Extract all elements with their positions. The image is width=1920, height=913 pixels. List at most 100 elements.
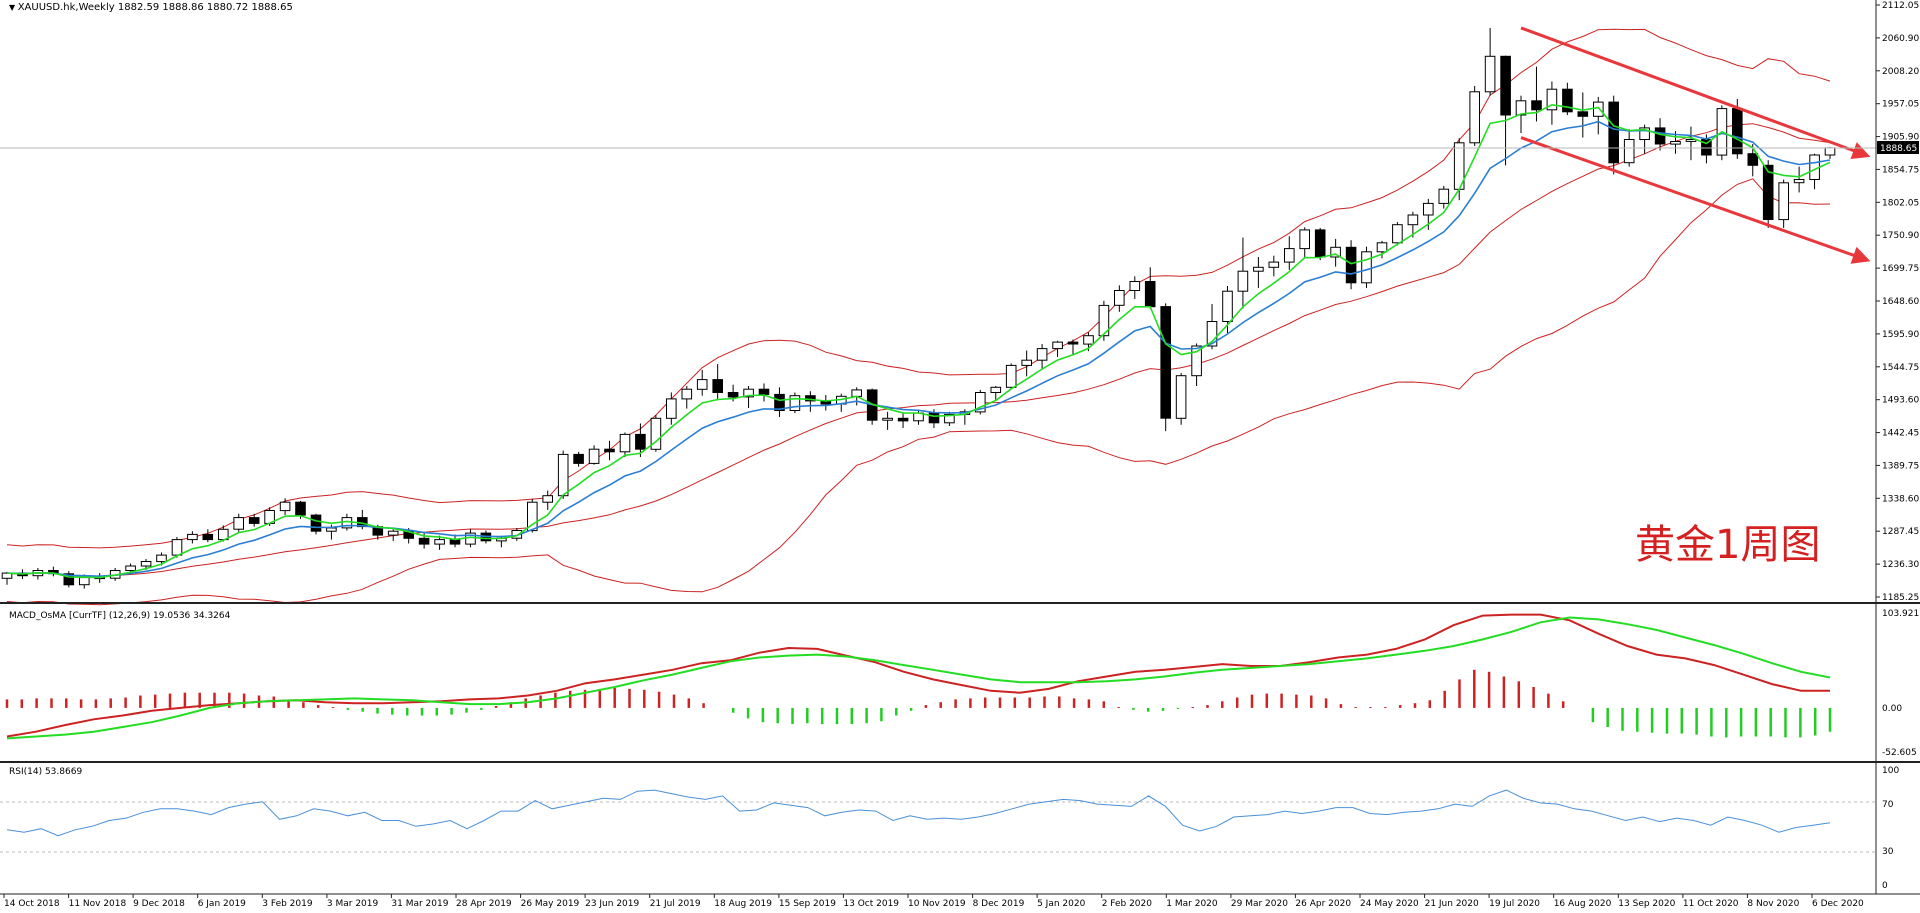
candle [1175, 373, 1187, 425]
bollinger-lower [6, 178, 1831, 606]
candle-body [1144, 281, 1156, 308]
candle [696, 369, 708, 396]
candle [1361, 246, 1372, 288]
candle [1593, 96, 1604, 135]
candle-body [1160, 306, 1172, 419]
rsi-line [6, 789, 1831, 837]
candle-body [326, 527, 337, 532]
rsi-tick-label: 30 [1882, 847, 1894, 857]
candle-body [1222, 290, 1233, 323]
candle [63, 571, 75, 588]
price-tick-label: 1287.45 [1882, 527, 1919, 537]
price-tick-label: 1493.60 [1882, 396, 1919, 406]
price-tick-label: 1338.60 [1882, 494, 1919, 504]
time-tick-label: 29 Mar 2020 [1231, 899, 1288, 909]
candle-body [248, 517, 260, 524]
candle-body [1577, 111, 1589, 117]
rsi-tick-label: 70 [1882, 800, 1894, 810]
candle-body [1284, 248, 1295, 263]
candle [681, 386, 693, 409]
candle-body [449, 539, 461, 545]
candle-body [1021, 359, 1033, 366]
candle [1608, 95, 1620, 175]
rsi-label: RSI(14) 53.8669 [9, 767, 82, 777]
candle-body [1546, 88, 1558, 111]
price-tick-label: 1389.75 [1882, 461, 1919, 471]
candle [1345, 240, 1357, 290]
candle-body [557, 453, 569, 497]
candle-body [1623, 139, 1635, 164]
price-tick-label: 1185.25 [1882, 593, 1919, 603]
macd-main-line [6, 613, 1830, 738]
macd-tick-label: -52.605 [1882, 748, 1917, 758]
candle-body [233, 517, 244, 530]
price-tick-label: 1802.05 [1882, 198, 1919, 208]
time-tick-label: 3 Mar 2019 [327, 899, 379, 909]
candle-body [1778, 182, 1790, 221]
candle [527, 498, 538, 533]
price-tick-label: 1544.75 [1882, 363, 1919, 373]
candle-body [79, 577, 90, 586]
price-tick-label: 1905.90 [1882, 133, 1919, 143]
candle [666, 392, 677, 425]
candle-body [1407, 214, 1419, 226]
candle-body [295, 501, 306, 516]
candle-body [743, 388, 754, 398]
time-tick-label: 1 Mar 2020 [1166, 899, 1218, 909]
time-tick-label: 15 Sep 2019 [779, 899, 836, 909]
macd-signal-line [6, 616, 1831, 740]
candle [619, 432, 631, 457]
time-tick-label: 21 Jun 2020 [1425, 899, 1479, 909]
time-tick-label: 11 Oct 2020 [1683, 899, 1739, 909]
candle-body [1206, 321, 1218, 347]
candle-body [202, 533, 214, 541]
last-price-value: 1888.65 [1880, 144, 1917, 154]
candle-body [1345, 246, 1357, 284]
candle-body [1793, 179, 1805, 184]
time-tick-label: 26 May 2019 [521, 899, 580, 909]
candle [743, 386, 754, 408]
candle-body [1608, 101, 1620, 164]
candle [1407, 211, 1419, 238]
time-tick-label: 10 Nov 2019 [908, 899, 966, 909]
candle-body [1299, 229, 1311, 250]
candle-body [1593, 101, 1604, 117]
macd-label: MACD_OsMA [CurrTF] (12,26,9) 19.0536 34.… [9, 611, 231, 621]
candle-body [156, 554, 167, 563]
price-tick-label: 1236.30 [1882, 560, 1919, 570]
candle [1747, 144, 1759, 177]
candle-body [727, 392, 739, 398]
candle-body [1330, 246, 1341, 258]
candle [1314, 227, 1326, 261]
bollinger-middle [6, 123, 1831, 577]
candle [233, 513, 244, 532]
candle [1191, 343, 1202, 387]
candle-body [774, 393, 785, 411]
rsi-tick-label: 0 [1882, 881, 1888, 891]
candle-body [1423, 202, 1434, 216]
candle [944, 411, 955, 427]
candle-body [1732, 108, 1743, 155]
price-tick-label: 1957.05 [1882, 100, 1919, 110]
candle [1284, 236, 1295, 270]
rsi-series-line [6, 789, 1831, 837]
candle-body [1762, 164, 1774, 221]
candle-body [1747, 153, 1759, 166]
candle [712, 364, 724, 401]
last-price-marker: 1888.65 [1877, 141, 1919, 154]
candle-body [1083, 335, 1094, 345]
candle-body [650, 417, 662, 450]
time-tick-label: 3 Feb 2019 [262, 899, 313, 909]
candle [990, 386, 1002, 401]
candle-body [310, 514, 322, 532]
candle [1484, 27, 1496, 96]
candle-body [1175, 375, 1187, 419]
candle-body [63, 573, 75, 586]
candle-body [140, 561, 152, 567]
candle-body [696, 379, 708, 390]
price-tick-label: 2060.90 [1882, 34, 1919, 44]
macd-tick-label: 103.921 [1882, 609, 1919, 619]
time-axis: 14 Oct 2018 11 Nov 2018 9 Dec 2018 6 Jan 20… [3, 894, 1864, 909]
candle-body [1438, 188, 1450, 204]
